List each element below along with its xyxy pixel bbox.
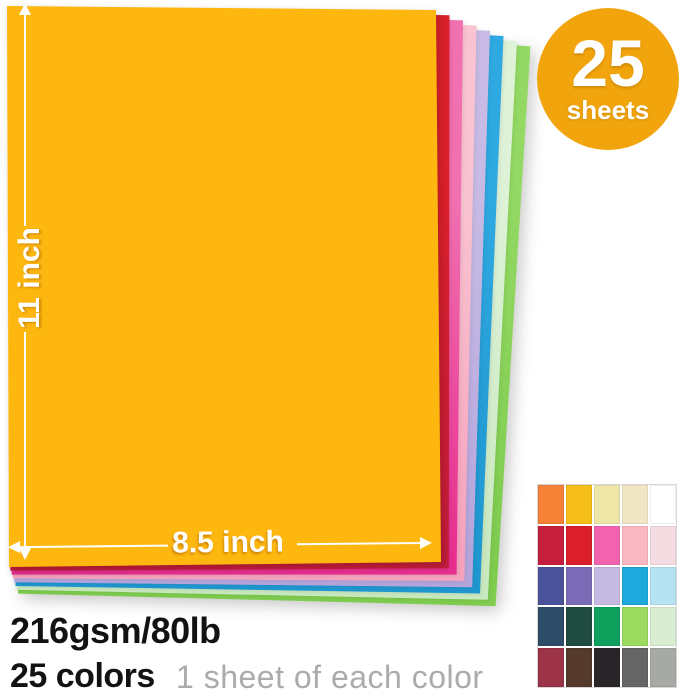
color-swatch [650,648,676,687]
color-swatch [650,485,676,524]
badge-label: sheets [566,94,650,125]
color-swatch [594,525,620,565]
color-swatch [538,566,564,606]
color-swatch [650,607,676,647]
color-swatch [538,648,564,687]
color-swatch [622,607,648,647]
color-swatch [566,566,592,606]
color-swatch [538,485,564,524]
color-swatch [622,485,648,524]
color-swatch [566,485,592,524]
color-swatch [594,607,620,647]
color-swatch [538,607,564,647]
color-swatch [622,648,648,687]
swatch-grid [537,484,677,688]
color-swatch [650,566,676,606]
paper-weight-text: 216gsm/80lb [10,610,221,651]
color-swatch [622,525,648,565]
color-note-text: 1 sheet of each color [176,659,484,692]
color-swatch [566,648,592,687]
color-swatch [650,525,676,565]
badge-number: 25 [571,26,645,101]
color-swatch [594,566,620,606]
color-swatch [538,525,564,565]
color-swatch [566,525,592,565]
color-swatch [566,607,592,647]
color-count-text: 25 colors [10,657,155,692]
color-swatch [594,485,620,524]
color-swatch [622,566,648,606]
color-swatch [594,648,620,687]
sheet-count-badge: 25 sheets [537,8,679,150]
